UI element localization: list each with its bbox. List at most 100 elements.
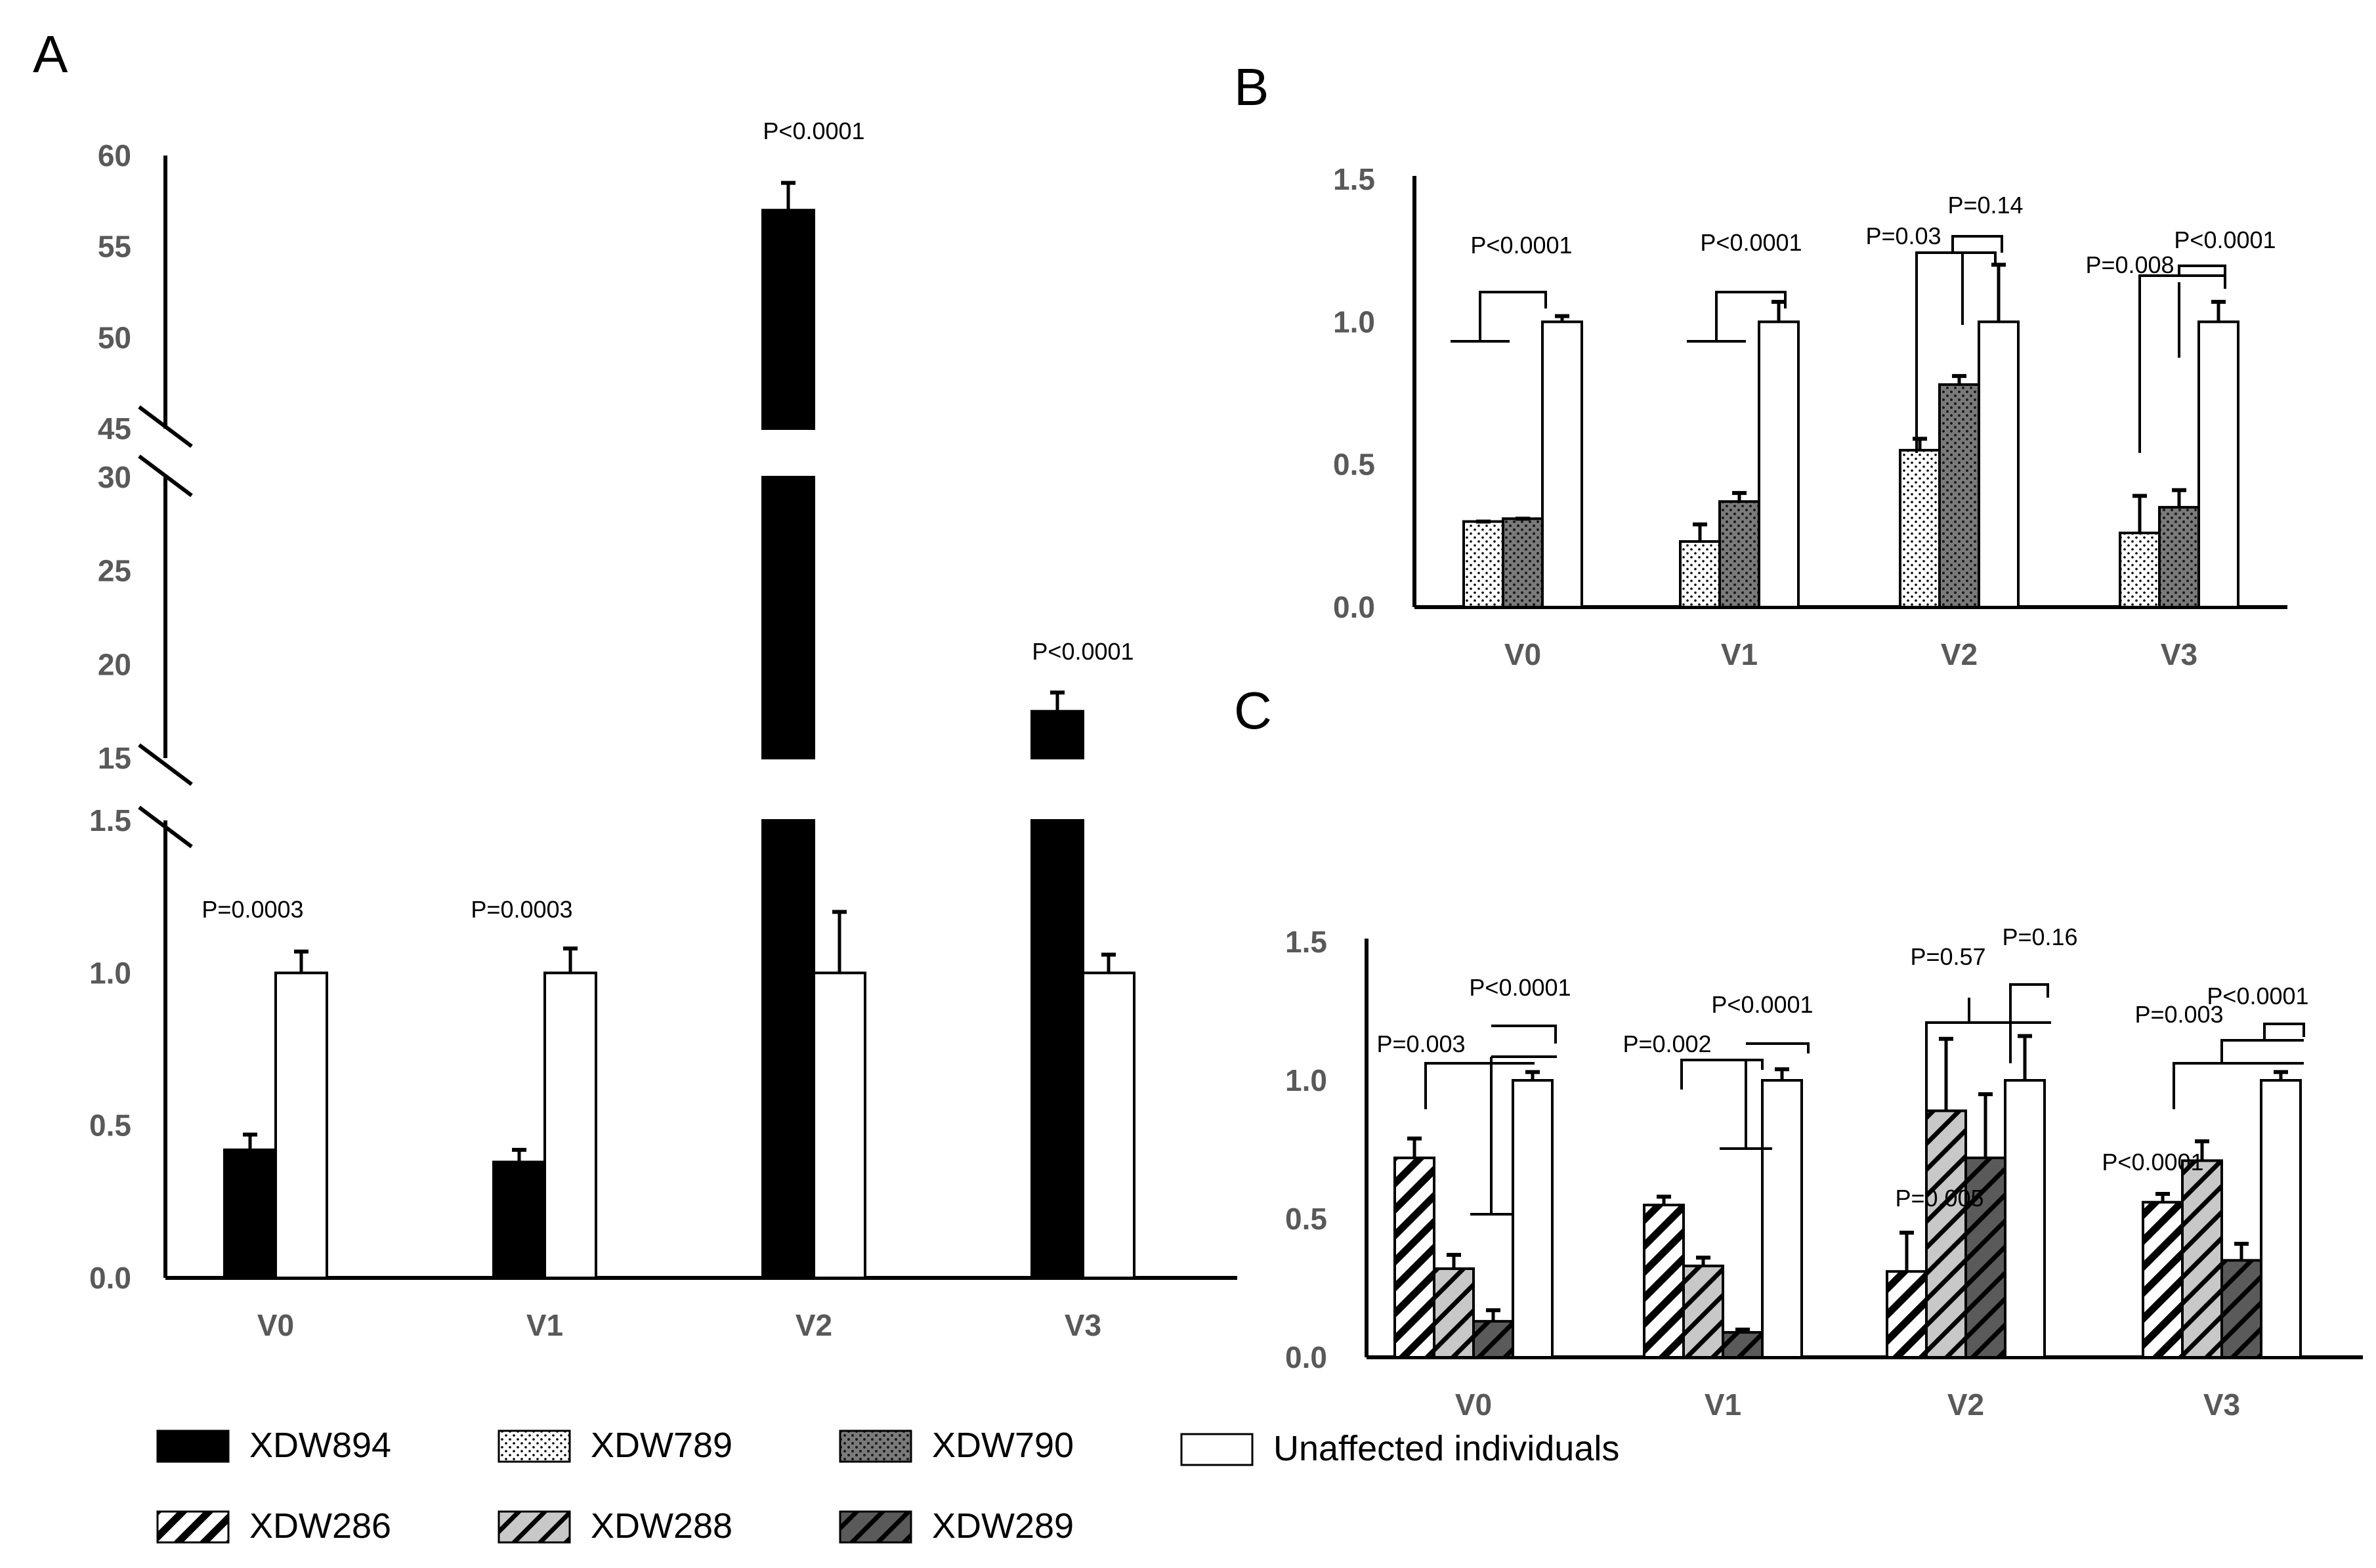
x-tick-label: V3	[2203, 1388, 2240, 1422]
bar-xdw289	[1472, 1320, 1514, 1359]
p-value-label: P=0.005	[1895, 1185, 1984, 1212]
bar-xdw286	[1393, 1156, 1435, 1359]
y-tick-label: 0.5	[1333, 448, 1375, 482]
p-value-label: P=0.002	[1623, 1030, 1711, 1057]
bar-xdw790	[1502, 517, 1544, 609]
x-tick-label: V3	[1065, 1308, 1101, 1342]
bar-xdw894-segment	[1030, 819, 1084, 1279]
panel-label-a: A	[33, 25, 68, 83]
p-value-label: P<0.0001	[763, 117, 864, 144]
significance-bracket	[1680, 1042, 1810, 1150]
bar-xdw789	[1462, 520, 1504, 608]
y-tick-label: 50	[98, 320, 131, 354]
bar-unaffected-individuals	[2197, 320, 2239, 608]
bar-xdw288	[1433, 1267, 1475, 1359]
axis-break-mark	[138, 454, 193, 498]
panel-a-chart: 0.0 0.5 1.0 1.5 15 20 25 30 45 50 55 60 V0 P=0.0003 V1…	[89, 117, 1237, 1342]
x-tick-label: V0	[1504, 637, 1541, 671]
y-tick-label: 0.5	[89, 1109, 131, 1143]
bar-unaffected-individuals	[1512, 1079, 1554, 1359]
bar-xdw288	[2181, 1159, 2223, 1359]
y-tick-label: 60	[98, 138, 131, 173]
axis-break-mark	[138, 743, 193, 786]
p-value-label: P=0.0003	[202, 896, 303, 923]
bar-xdw289	[1964, 1156, 2006, 1359]
bar-xdw894-segment	[761, 476, 815, 759]
bar-xdw790	[1718, 500, 1760, 608]
p-value-label: P<0.0001	[1470, 232, 1572, 259]
panel-c-chart: 0.00.51.01.5V0 V1 V2 V3P<0.0001P=0.003P<0.0…	[1285, 923, 2363, 1422]
bar-unaffected-individuals	[2260, 1079, 2302, 1359]
bar-xdw288	[1925, 1109, 1967, 1359]
bar-xdw289	[2220, 1259, 2262, 1359]
legend-label: XDW789	[591, 1426, 732, 1465]
bar-xdw894-segment	[761, 209, 815, 430]
legend-label: Unaffected individuals	[1273, 1429, 1619, 1468]
y-tick-label: 1.0	[1333, 305, 1375, 339]
x-tick-label: V2	[1947, 1388, 1984, 1422]
p-value-label: P=0.57	[1910, 943, 1985, 970]
significance-bracket	[1451, 291, 1547, 343]
p-value-label: P<0.0001	[1032, 638, 1134, 665]
y-tick-label: 55	[98, 230, 131, 264]
bar-xdw286	[1886, 1270, 1928, 1359]
p-value-label: P<0.0001	[1700, 229, 1802, 256]
significance-bracket	[2138, 265, 2226, 453]
bar-xdw894	[223, 1148, 277, 1279]
axis-break-mark	[138, 805, 193, 849]
bar-unaffected-individuals	[1541, 320, 1583, 608]
legend-swatch	[839, 1510, 912, 1544]
p-value-label: P=0.003	[1376, 1030, 1465, 1057]
bar-unaffected-individuals	[1761, 1079, 1803, 1359]
y-tick-label: 0.0	[89, 1261, 131, 1295]
legend-swatch	[498, 1430, 571, 1463]
bar-xdw894-segment	[1030, 710, 1084, 759]
p-value-label: P=0.14	[1947, 192, 2023, 219]
legend-label: XDW790	[932, 1426, 1074, 1465]
legend-swatch	[156, 1430, 230, 1463]
panel-label-c: C	[1234, 681, 1272, 740]
y-tick-label: 20	[98, 647, 131, 681]
legend-label: XDW289	[932, 1506, 1074, 1546]
x-tick-label: V0	[1455, 1388, 1492, 1422]
legend-label: XDW894	[249, 1426, 391, 1465]
significance-bracket	[1424, 1025, 1557, 1216]
bar-unaffected-individuals	[1082, 971, 1135, 1280]
significance-bracket	[2173, 1023, 2305, 1109]
y-tick-label: 0.0	[1333, 590, 1375, 624]
p-value-label: P=0.008	[2085, 251, 2174, 278]
panel-b-chart: 0.00.51.01.5V0 V1 V2 V3P<0.0001 P<0.0001 P=0.…	[1333, 162, 2287, 671]
bar-unaffected-individuals	[1978, 320, 2020, 608]
p-value-label: P<0.0001	[1469, 974, 1571, 1001]
x-tick-label: V0	[257, 1308, 294, 1342]
p-value-label: P=0.16	[2002, 923, 2077, 950]
bar-xdw894	[492, 1160, 546, 1279]
y-tick-label: 25	[98, 554, 131, 588]
p-value-label: P<0.0001	[2102, 1149, 2203, 1176]
axis-break-mark	[138, 405, 193, 448]
x-tick-label: V1	[1721, 637, 1758, 671]
bar-xdw288	[1682, 1264, 1724, 1359]
legend-swatch	[156, 1510, 230, 1544]
y-tick-label: 1.5	[1333, 162, 1375, 196]
y-tick-label: 0.5	[1285, 1202, 1327, 1236]
bar-xdw789	[2119, 531, 2161, 609]
y-tick-label: 30	[98, 460, 131, 494]
bar-xdw286	[1643, 1203, 1685, 1359]
x-tick-label: V2	[796, 1308, 832, 1342]
legend-swatch	[1180, 1433, 1254, 1466]
p-value-label: P=0.03	[1865, 222, 1941, 249]
y-tick-label: 1.0	[89, 956, 131, 990]
x-tick-label: V2	[1941, 637, 1978, 671]
panel-label-b: B	[1234, 58, 1269, 116]
bar-unaffected-individuals	[543, 971, 597, 1280]
y-tick-label: 45	[98, 412, 131, 446]
y-tick-label: 1.5	[1285, 925, 1327, 959]
significance-bracket	[1915, 235, 2003, 453]
bar-unaffected-individuals	[274, 971, 328, 1280]
significance-bracket	[1687, 291, 1787, 343]
y-tick-label: 15	[98, 741, 131, 775]
bar-xdw790	[2158, 505, 2200, 608]
legend-label: XDW286	[249, 1506, 391, 1546]
